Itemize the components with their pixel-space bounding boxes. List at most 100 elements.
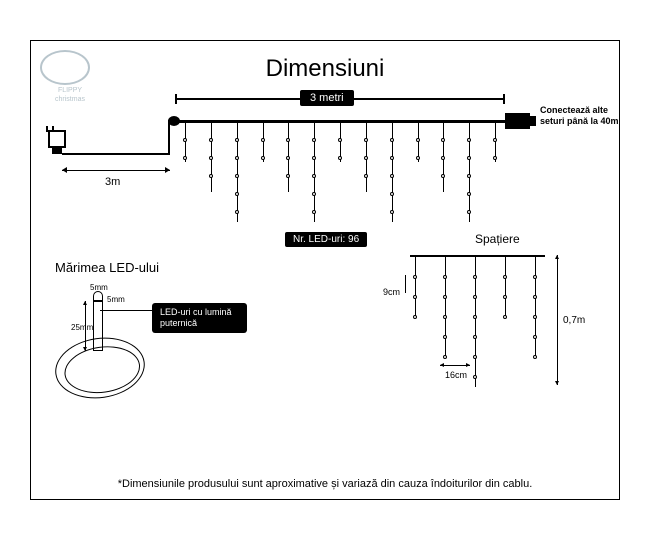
led-count-badge: Nr. LED-uri: 96 bbox=[285, 232, 367, 247]
led-bulb-icon bbox=[443, 315, 447, 319]
led-bulb-icon bbox=[533, 275, 537, 279]
led-bulb-icon bbox=[312, 138, 316, 142]
led-size-section: Mărimea LED-ului 5mm 5mm 25mm bbox=[55, 260, 255, 413]
led-bulb-icon bbox=[364, 138, 368, 142]
led-bulb-icon bbox=[390, 174, 394, 178]
curtain-strand bbox=[237, 122, 238, 222]
led-bulb-icon bbox=[473, 375, 477, 379]
page-title: Dimensiuni bbox=[0, 55, 650, 83]
logo-text-2: christmas bbox=[40, 96, 100, 103]
led-bulb-icon bbox=[533, 355, 537, 359]
spacing-height-line bbox=[557, 255, 558, 385]
led-bulb-icon bbox=[390, 138, 394, 142]
spacing-diagram: 9cm 16cm 0,7m bbox=[385, 255, 565, 405]
spacing-title: Spațiere bbox=[475, 232, 520, 246]
led-bulb-icon bbox=[493, 156, 497, 160]
led-bulb-icon bbox=[533, 315, 537, 319]
led-bulb-icon bbox=[209, 174, 213, 178]
led-bulb-icon bbox=[503, 315, 507, 319]
led-bulb-icon bbox=[441, 174, 445, 178]
curtain-strand bbox=[314, 122, 315, 222]
rope-circle-icon bbox=[51, 332, 148, 404]
led-bulb-icon bbox=[473, 275, 477, 279]
led-bulb-icon bbox=[183, 138, 187, 142]
led-bulb-icon bbox=[235, 210, 239, 214]
led-bulb-icon bbox=[443, 275, 447, 279]
led-bulb-icon bbox=[473, 315, 477, 319]
callout-line bbox=[100, 310, 152, 311]
led-bulb-icon bbox=[286, 174, 290, 178]
connector-note: Conectează alte seturi până la 40m bbox=[540, 105, 620, 127]
led-bulb-icon bbox=[533, 335, 537, 339]
spacing-h-dim-line bbox=[440, 365, 470, 366]
led-bulb-icon bbox=[467, 156, 471, 160]
led-bulb-icon bbox=[312, 192, 316, 196]
led-bulb-icon bbox=[235, 138, 239, 142]
spacing-strand bbox=[445, 257, 446, 357]
curtain-strand bbox=[392, 122, 393, 222]
led-bulb-icon bbox=[312, 210, 316, 214]
led-bulb-icon bbox=[493, 138, 497, 142]
curtain-strand bbox=[340, 122, 341, 162]
curtain-strand bbox=[495, 122, 496, 162]
led-bulb-icon bbox=[413, 295, 417, 299]
led-bulb-icon bbox=[338, 156, 342, 160]
led-bulb-icon bbox=[443, 295, 447, 299]
curtain-strand bbox=[288, 122, 289, 192]
led-bulb-icon bbox=[390, 192, 394, 196]
plug-base bbox=[52, 148, 62, 154]
width-dimension-label: 3 metri bbox=[300, 90, 354, 106]
led-bulb-icon bbox=[209, 138, 213, 142]
led-callout: LED-uri cu lumină puternică bbox=[152, 303, 247, 333]
led-bulb-icon bbox=[235, 192, 239, 196]
led-bulb-icon bbox=[209, 156, 213, 160]
led-bulb-icon bbox=[503, 295, 507, 299]
spacing-height-label: 0,7m bbox=[563, 315, 585, 326]
led-curtain bbox=[185, 122, 495, 232]
led-bulb-icon bbox=[364, 156, 368, 160]
led-bulb-icon bbox=[441, 138, 445, 142]
led-bulb-icon bbox=[467, 192, 471, 196]
led-bulb-icon bbox=[235, 156, 239, 160]
curtain-strand bbox=[418, 122, 419, 162]
lead-dimension bbox=[62, 170, 170, 171]
led-dim-height: 25mm bbox=[71, 323, 93, 332]
led-bulb-icon bbox=[473, 295, 477, 299]
led-bulb-icon bbox=[416, 156, 420, 160]
power-plug bbox=[48, 130, 66, 148]
led-bulb-icon bbox=[467, 138, 471, 142]
led-bulb-icon bbox=[235, 174, 239, 178]
led-dim-side: 5mm bbox=[107, 295, 125, 304]
led-bulb-icon bbox=[390, 156, 394, 160]
spacing-top-cable bbox=[410, 255, 545, 257]
spacing-strand bbox=[505, 257, 506, 317]
end-connector bbox=[505, 113, 530, 129]
spacing-strand bbox=[475, 257, 476, 387]
spacing-strand bbox=[535, 257, 536, 357]
spacing-h-label: 16cm bbox=[445, 370, 467, 380]
logo-text-1: FLIPPY bbox=[40, 87, 100, 94]
footnote: *Dimensiunile produsului sunt aproximati… bbox=[0, 478, 650, 490]
led-bulb-icon bbox=[364, 174, 368, 178]
led-bulb-icon bbox=[503, 275, 507, 279]
led-bulb-icon bbox=[533, 295, 537, 299]
led-bulb-icon bbox=[441, 156, 445, 160]
led-bulb-icon bbox=[286, 138, 290, 142]
curtain-strand bbox=[443, 122, 444, 192]
led-size-title: Mărimea LED-ului bbox=[55, 260, 255, 275]
led-bulb-icon bbox=[416, 138, 420, 142]
led-tip bbox=[93, 291, 103, 301]
led-bulb-icon bbox=[473, 335, 477, 339]
led-bulb-icon bbox=[312, 156, 316, 160]
lead-cable bbox=[62, 153, 170, 155]
spacing-strand bbox=[415, 257, 416, 317]
led-bulb-icon bbox=[413, 275, 417, 279]
led-bulb-icon bbox=[183, 156, 187, 160]
curtain-strand bbox=[469, 122, 470, 222]
led-bulb-icon bbox=[286, 156, 290, 160]
curtain-strand bbox=[185, 122, 186, 162]
spacing-v-dim-line bbox=[405, 275, 406, 293]
spacing-v-label: 9cm bbox=[383, 287, 400, 297]
led-bulb-icon bbox=[338, 138, 342, 142]
led-bulb-icon bbox=[261, 156, 265, 160]
